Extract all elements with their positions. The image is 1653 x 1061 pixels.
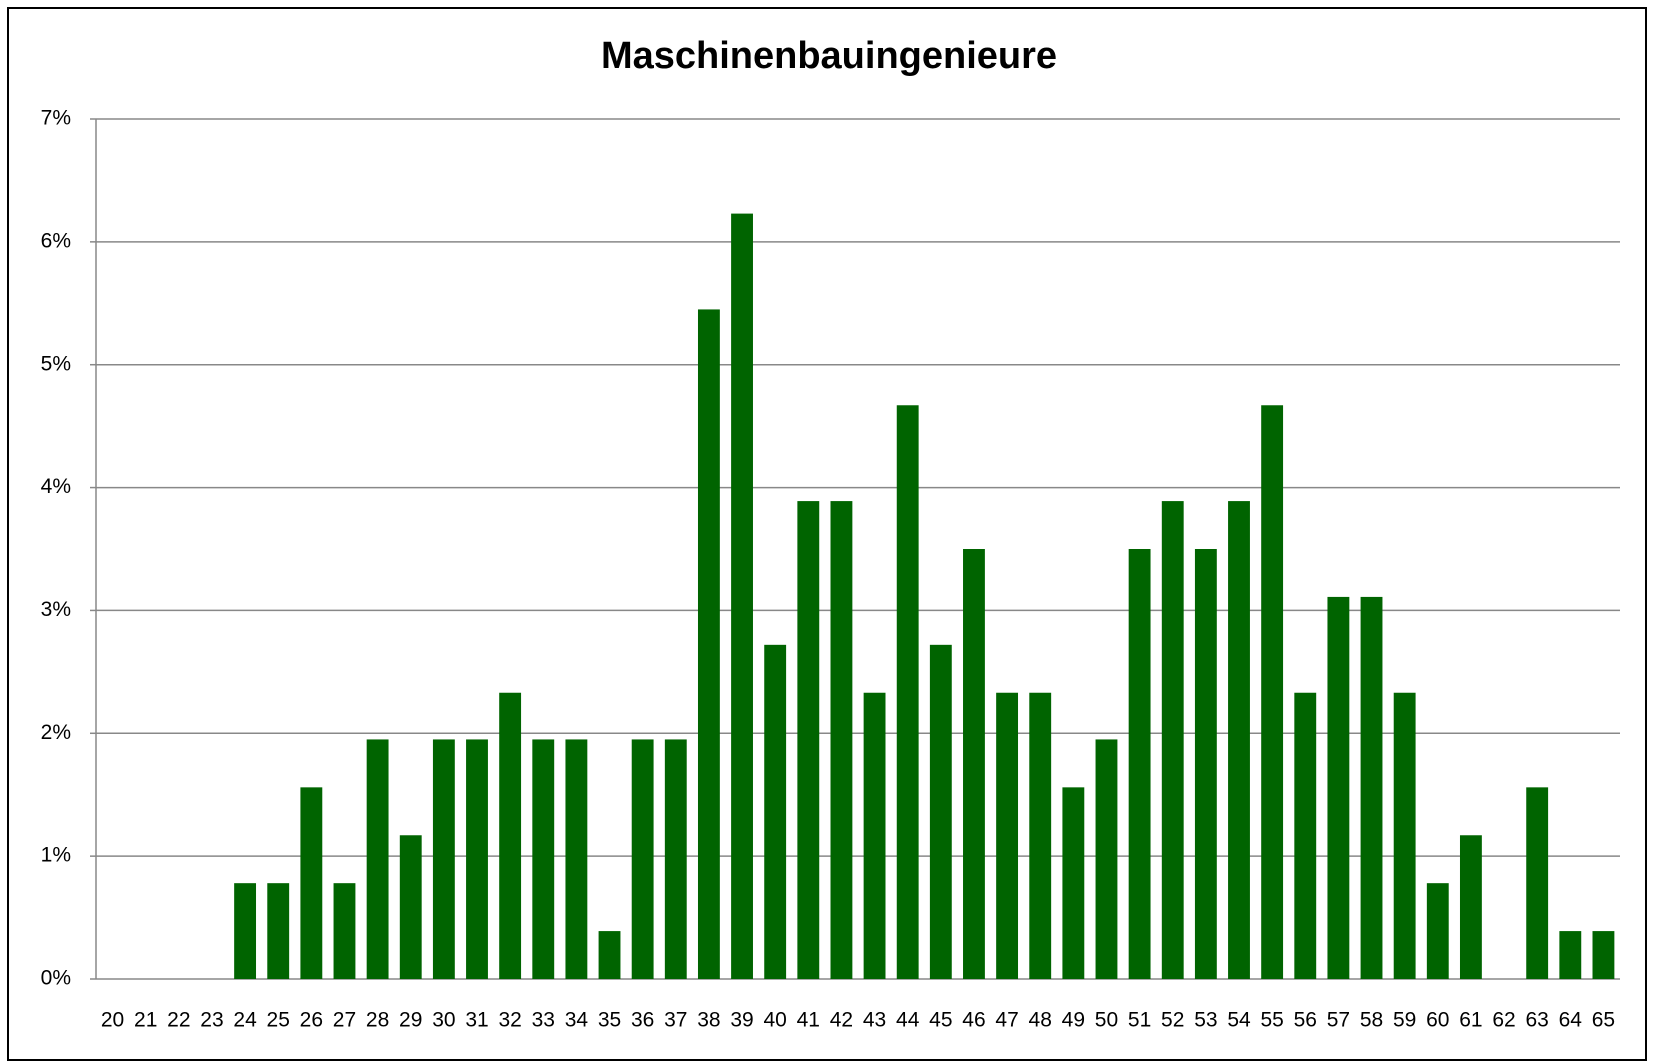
x-tick-label: 38 — [697, 1009, 720, 1032]
bar — [1294, 692, 1317, 979]
x-tick-label: 30 — [432, 1009, 455, 1032]
bar — [300, 787, 323, 979]
bar — [1526, 787, 1549, 979]
x-tick-label: 43 — [863, 1009, 886, 1032]
bar — [1426, 883, 1449, 979]
bar — [996, 692, 1019, 979]
y-tick-label: 7% — [41, 107, 71, 130]
bar — [267, 883, 290, 979]
x-tick-label: 47 — [995, 1009, 1018, 1032]
x-tick-label: 37 — [664, 1009, 687, 1032]
x-tick-label: 35 — [598, 1009, 621, 1032]
bar — [963, 549, 985, 979]
x-tick-label: 54 — [1227, 1009, 1251, 1032]
bar — [1459, 835, 1482, 979]
x-tick-label: 36 — [631, 1009, 654, 1032]
x-tick-label: 46 — [962, 1009, 985, 1032]
bar — [664, 739, 687, 979]
x-tick-label: 64 — [1559, 1009, 1583, 1032]
x-tick-label: 63 — [1525, 1009, 1548, 1032]
bar — [764, 644, 787, 979]
x-tick-label: 29 — [399, 1009, 422, 1032]
x-tick-label: 41 — [797, 1009, 820, 1032]
x-tick-label: 42 — [830, 1009, 853, 1032]
x-tick-label: 24 — [233, 1009, 257, 1032]
bar — [697, 309, 720, 979]
bar — [1161, 501, 1184, 979]
bar — [565, 739, 588, 979]
bar — [432, 739, 455, 979]
bar — [532, 739, 555, 979]
bar — [366, 739, 389, 979]
x-tick-label: 28 — [366, 1009, 389, 1032]
bar — [1194, 549, 1217, 979]
x-tick-label: 25 — [267, 1009, 290, 1032]
x-tick-label: 50 — [1095, 1009, 1118, 1032]
x-tick-label: 20 — [101, 1009, 124, 1032]
bar — [1360, 596, 1383, 979]
bar — [797, 501, 820, 979]
bar — [333, 883, 356, 979]
x-tick-label: 26 — [300, 1009, 323, 1032]
bar — [1393, 692, 1416, 979]
y-tick-label: 1% — [41, 844, 71, 867]
bar — [631, 739, 654, 979]
bar — [1029, 692, 1052, 979]
bar — [896, 405, 919, 979]
x-tick-label: 31 — [465, 1009, 488, 1032]
bar — [598, 931, 621, 979]
y-tick-label: 2% — [41, 721, 71, 744]
bar — [466, 739, 488, 979]
x-tick-label: 27 — [333, 1009, 356, 1032]
x-tick-label: 58 — [1360, 1009, 1383, 1032]
y-tick-label: 5% — [41, 352, 71, 375]
x-tick-label: 52 — [1161, 1009, 1184, 1032]
x-tick-label: 45 — [929, 1009, 952, 1032]
x-tick-label: 60 — [1426, 1009, 1449, 1032]
bar — [830, 501, 853, 979]
x-tick-label: 57 — [1327, 1009, 1350, 1032]
bar — [929, 644, 952, 979]
x-tick-label: 55 — [1260, 1009, 1283, 1032]
bar — [863, 692, 886, 979]
bar — [399, 835, 422, 979]
x-tick-label: 59 — [1393, 1009, 1416, 1032]
bar — [731, 213, 753, 980]
x-tick-label: 62 — [1492, 1009, 1515, 1032]
x-tick-label: 39 — [730, 1009, 753, 1032]
bar — [1559, 931, 1582, 979]
x-tick-label: 23 — [200, 1009, 223, 1032]
x-tick-label: 22 — [167, 1009, 190, 1032]
y-tick-label: 3% — [41, 598, 71, 621]
chart-title: Maschinenbauingenieure — [601, 35, 1057, 77]
bar — [1095, 739, 1118, 979]
bar — [1261, 405, 1284, 979]
x-tick-label: 65 — [1592, 1009, 1615, 1032]
x-tick-label: 33 — [532, 1009, 555, 1032]
x-tick-label: 48 — [1029, 1009, 1052, 1032]
bar — [234, 883, 257, 979]
x-tick-label: 32 — [498, 1009, 521, 1032]
x-tick-label: 61 — [1459, 1009, 1482, 1032]
x-tick-label: 40 — [763, 1009, 786, 1032]
x-tick-label: 53 — [1194, 1009, 1217, 1032]
x-tick-label: 34 — [565, 1009, 589, 1032]
y-tick-label: 4% — [41, 475, 71, 498]
bar — [1228, 501, 1250, 979]
bar — [1592, 931, 1615, 979]
x-tick-label: 56 — [1294, 1009, 1317, 1032]
x-tick-label: 51 — [1128, 1009, 1151, 1032]
y-tick-label: 0% — [41, 967, 71, 990]
bar — [1062, 787, 1085, 979]
x-tick-label: 49 — [1062, 1009, 1085, 1032]
bar — [1128, 549, 1151, 979]
bar — [1327, 596, 1350, 979]
x-tick-label: 21 — [134, 1009, 157, 1032]
x-tick-label: 44 — [896, 1009, 920, 1032]
y-tick-label: 6% — [41, 229, 71, 252]
bar — [499, 692, 522, 979]
